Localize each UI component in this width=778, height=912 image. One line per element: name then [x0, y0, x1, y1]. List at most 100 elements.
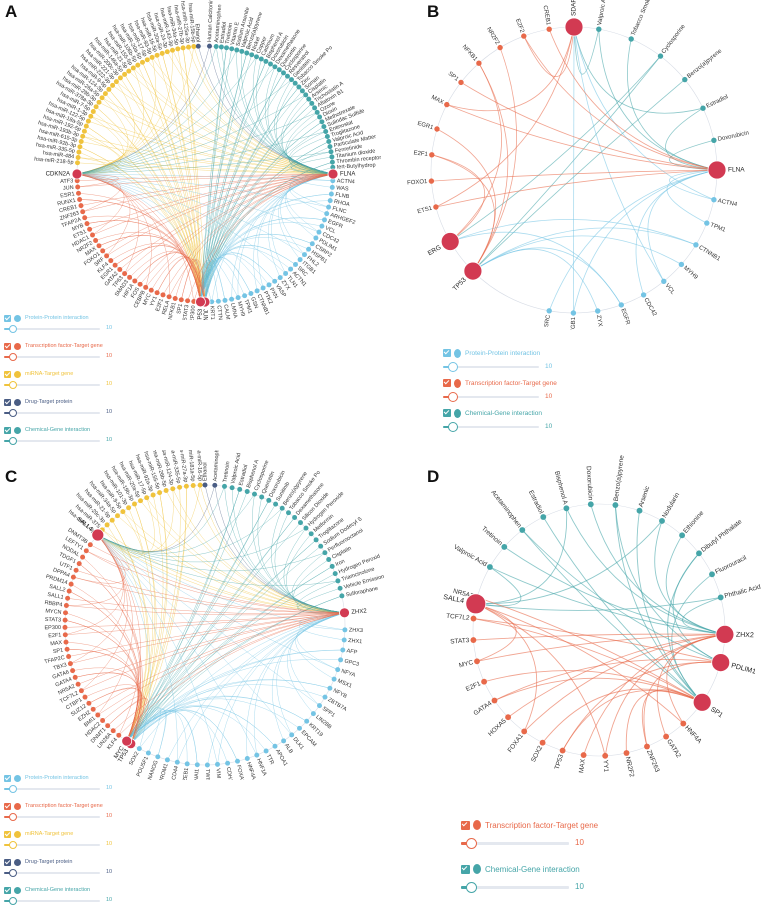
node[interactable]	[218, 44, 224, 50]
node[interactable]	[299, 88, 305, 94]
node[interactable]	[229, 296, 235, 302]
node[interactable]	[62, 624, 68, 630]
node[interactable]	[612, 502, 619, 509]
legend-slider[interactable]: 10	[461, 834, 598, 852]
node[interactable]	[309, 100, 315, 106]
node[interactable]	[88, 113, 94, 119]
legend-checkbox[interactable]	[461, 864, 470, 874]
node[interactable]	[327, 144, 333, 150]
slider-thumb[interactable]	[466, 882, 477, 893]
legend-slider[interactable]: 10	[4, 352, 112, 364]
node[interactable]	[155, 754, 161, 760]
node[interactable]	[170, 47, 175, 53]
node[interactable]	[313, 537, 319, 543]
node[interactable]	[83, 123, 89, 129]
node[interactable]	[272, 743, 278, 749]
node[interactable]	[75, 681, 81, 687]
node[interactable]	[132, 501, 137, 507]
node[interactable]	[90, 109, 96, 114]
node[interactable]	[306, 246, 312, 252]
hub-node[interactable]	[465, 593, 487, 615]
node[interactable]	[87, 542, 93, 548]
node[interactable]	[283, 271, 289, 276]
node[interactable]	[248, 291, 254, 296]
hub-node[interactable]	[711, 653, 731, 673]
node[interactable]	[327, 198, 333, 204]
node[interactable]	[587, 501, 594, 508]
slider-thumb[interactable]	[9, 869, 17, 877]
node[interactable]	[154, 52, 160, 58]
node[interactable]	[497, 44, 503, 51]
node[interactable]	[202, 482, 208, 488]
node[interactable]	[212, 482, 218, 488]
node[interactable]	[317, 114, 323, 120]
node[interactable]	[657, 53, 664, 59]
node[interactable]	[87, 226, 93, 232]
node[interactable]	[84, 221, 90, 227]
node[interactable]	[108, 258, 114, 264]
legend-slider[interactable]: 10	[461, 878, 598, 896]
node[interactable]	[63, 603, 69, 608]
node[interactable]	[286, 510, 291, 516]
node[interactable]	[521, 728, 528, 735]
node[interactable]	[207, 43, 212, 49]
node[interactable]	[322, 694, 328, 700]
node[interactable]	[331, 676, 337, 682]
node[interactable]	[194, 762, 200, 768]
node[interactable]	[93, 104, 99, 110]
hub-node[interactable]	[339, 607, 350, 619]
node[interactable]	[144, 57, 150, 63]
node[interactable]	[314, 109, 320, 115]
node[interactable]	[326, 204, 332, 210]
hub-node[interactable]	[715, 624, 735, 644]
network-graph[interactable]: Valproic Acid Tobacco Smoke PoCyclosporin…	[389, 0, 778, 330]
node[interactable]	[470, 637, 477, 644]
node[interactable]	[312, 105, 318, 111]
node[interactable]	[335, 667, 341, 673]
node[interactable]	[175, 46, 181, 52]
node[interactable]	[76, 190, 81, 196]
legend-checkbox[interactable]	[443, 409, 451, 417]
node[interactable]	[546, 308, 552, 314]
node[interactable]	[64, 646, 70, 652]
node[interactable]	[150, 492, 156, 498]
node[interactable]	[185, 298, 191, 304]
node[interactable]	[95, 712, 101, 718]
node[interactable]	[329, 159, 335, 165]
legend-slider[interactable]: 10	[4, 436, 112, 448]
node[interactable]	[330, 164, 336, 170]
node[interactable]	[157, 490, 163, 496]
node[interactable]	[260, 285, 266, 291]
slider-thumb[interactable]	[9, 325, 17, 333]
node[interactable]	[154, 290, 160, 296]
node[interactable]	[308, 531, 314, 537]
node[interactable]	[235, 295, 241, 301]
node[interactable]	[144, 495, 150, 501]
node[interactable]	[263, 58, 269, 64]
node[interactable]	[319, 119, 325, 125]
node[interactable]	[183, 483, 189, 489]
node[interactable]	[279, 505, 285, 511]
node[interactable]	[116, 732, 122, 738]
node[interactable]	[234, 47, 240, 53]
node[interactable]	[322, 550, 328, 556]
node[interactable]	[266, 282, 272, 288]
node[interactable]	[229, 46, 235, 52]
node[interactable]	[110, 82, 116, 88]
node[interactable]	[77, 197, 83, 202]
node[interactable]	[130, 65, 136, 71]
node[interactable]	[288, 266, 294, 272]
node[interactable]	[285, 73, 290, 79]
node[interactable]	[596, 26, 602, 32]
node[interactable]	[74, 178, 80, 184]
node[interactable]	[474, 658, 480, 665]
node[interactable]	[135, 62, 141, 68]
node[interactable]	[276, 67, 282, 73]
node[interactable]	[289, 77, 294, 83]
node[interactable]	[77, 144, 83, 150]
node[interactable]	[328, 149, 334, 155]
node[interactable]	[117, 267, 123, 272]
legend-slider[interactable]: 10	[4, 324, 112, 336]
node[interactable]	[332, 571, 338, 577]
node[interactable]	[244, 756, 250, 761]
